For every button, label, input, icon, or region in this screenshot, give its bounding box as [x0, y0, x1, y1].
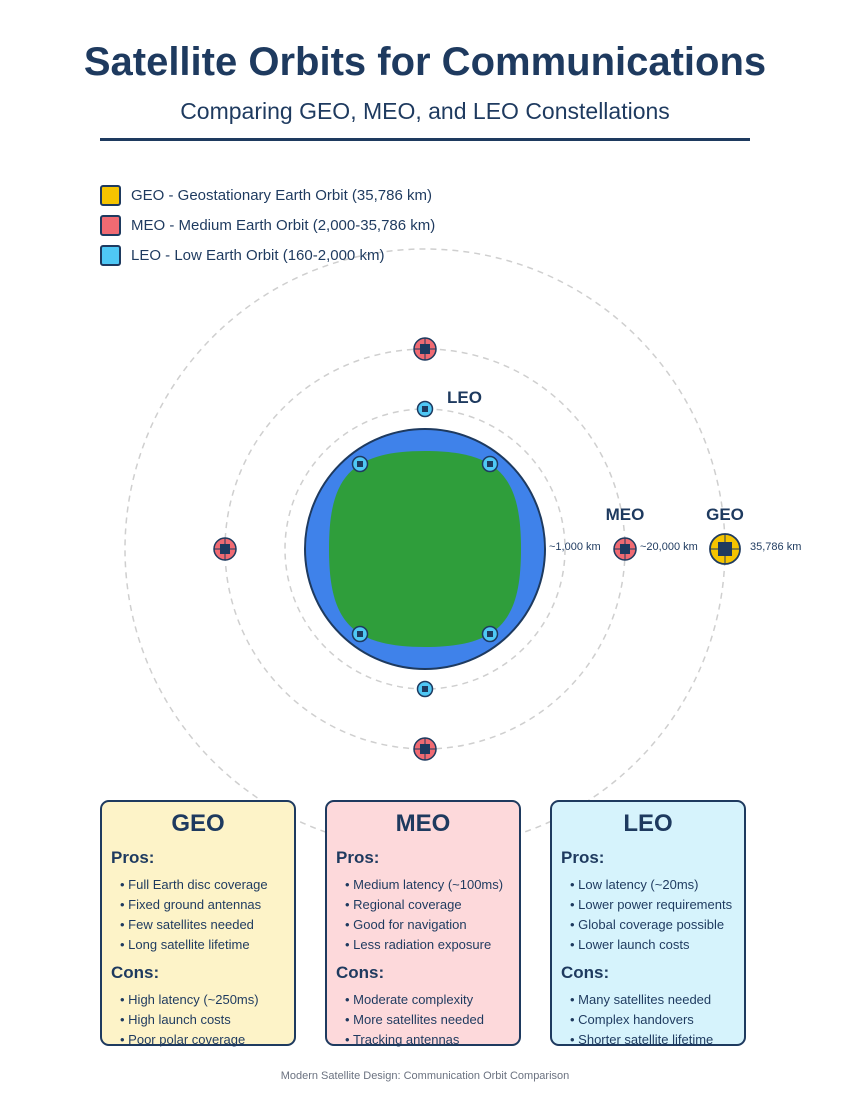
list-item: Tracking antennas	[345, 1030, 519, 1050]
meo-satellite	[413, 337, 437, 361]
list-item: Less radiation exposure	[345, 935, 519, 955]
legend-item-meo: MEO - Medium Earth Orbit (2,000-35,786 k…	[100, 214, 435, 236]
leo-satellite	[351, 455, 369, 473]
legend-swatch-geo	[100, 184, 121, 206]
leo-satellite	[416, 680, 434, 698]
card-title: MEO	[395, 810, 451, 837]
list-item: Lower power requirements	[570, 895, 744, 915]
legend-swatch-meo	[100, 214, 121, 236]
list-item: Low latency (~20ms)	[570, 875, 744, 895]
cons-list: Moderate complexity More satellites need…	[327, 990, 519, 1050]
cons-list: High latency (~250ms) High launch costs …	[102, 990, 294, 1050]
cons-list: Many satellites needed Complex handovers…	[552, 990, 744, 1050]
list-item: Full Earth disc coverage	[120, 875, 294, 895]
earth-landmass	[329, 451, 521, 647]
legend-label-leo: LEO - Low Earth Orbit (160-2,000 km)	[131, 246, 385, 264]
meo-satellite	[613, 537, 637, 561]
meo-satellite	[213, 537, 237, 561]
list-item: Complex handovers	[570, 1010, 744, 1030]
list-item: Few satellites needed	[120, 915, 294, 935]
card-title: GEO	[171, 810, 225, 837]
list-item: Shorter satellite lifetime	[570, 1030, 744, 1050]
geo-orbit-label: GEO	[706, 505, 744, 524]
list-item: Fixed ground antennas	[120, 895, 294, 915]
leo-orbit-ring	[284, 408, 566, 690]
geo-satellite	[709, 533, 741, 565]
leo-satellite	[481, 625, 499, 643]
list-item: Many satellites needed	[570, 990, 744, 1010]
legend-swatch-leo	[100, 244, 121, 266]
geo-card: GEO Pros: Full Earth disc coverage Fixed…	[100, 800, 296, 1047]
cons-heading: Cons:	[561, 963, 610, 982]
earth	[304, 428, 546, 670]
leo-satellite	[481, 455, 499, 473]
pros-heading: Pros:	[336, 848, 380, 867]
legend-item-geo: GEO - Geostationary Earth Orbit (35,786 …	[100, 184, 435, 206]
leo-distance-label: ~1,000 km	[549, 541, 601, 553]
pros-list: Full Earth disc coverage Fixed ground an…	[102, 875, 294, 955]
pros-list: Medium latency (~100ms) Regional coverag…	[327, 875, 519, 955]
page-title: Satellite Orbits for Communications	[83, 40, 767, 84]
leo-satellite	[416, 400, 434, 418]
legend-item-leo: LEO - Low Earth Orbit (160-2,000 km)	[100, 244, 435, 266]
meo-orbit-label: MEO	[606, 505, 645, 524]
list-item: Lower launch costs	[570, 935, 744, 955]
meo-satellite	[413, 737, 437, 761]
list-item: Good for navigation	[345, 915, 519, 935]
list-item: Poor polar coverage	[120, 1030, 294, 1050]
list-item: More satellites needed	[345, 1010, 519, 1030]
list-item: Long satellite lifetime	[120, 935, 294, 955]
list-item: Regional coverage	[345, 895, 519, 915]
leo-orbit-label: LEO	[447, 388, 482, 407]
pros-heading: Pros:	[561, 848, 605, 867]
card-title: LEO	[623, 810, 673, 837]
cons-heading: Cons:	[111, 963, 160, 982]
leo-card: LEO Pros: Low latency (~20ms) Lower powe…	[550, 800, 746, 1047]
geo-distance-label: 35,786 km	[750, 541, 801, 553]
list-item: High latency (~250ms)	[120, 990, 294, 1010]
pros-heading: Pros:	[111, 848, 155, 867]
title-divider	[100, 138, 750, 141]
page-subtitle: Comparing GEO, MEO, and LEO Constellatio…	[180, 98, 670, 124]
legend-label-meo: MEO - Medium Earth Orbit (2,000-35,786 k…	[131, 216, 436, 234]
pros-list: Low latency (~20ms) Lower power requirem…	[552, 875, 744, 955]
cons-heading: Cons:	[336, 963, 385, 982]
legend-label-geo: GEO - Geostationary Earth Orbit (35,786 …	[131, 186, 432, 204]
list-item: Moderate complexity	[345, 990, 519, 1010]
list-item: Global coverage possible	[570, 915, 744, 935]
footer-caption: Modern Satellite Design: Communication O…	[280, 1070, 570, 1082]
meo-card: MEO Pros: Medium latency (~100ms) Region…	[325, 800, 521, 1047]
legend: GEO - Geostationary Earth Orbit (35,786 …	[100, 184, 435, 274]
list-item: High launch costs	[120, 1010, 294, 1030]
leo-satellite	[351, 625, 369, 643]
list-item: Medium latency (~100ms)	[345, 875, 519, 895]
meo-distance-label: ~20,000 km	[640, 541, 698, 553]
